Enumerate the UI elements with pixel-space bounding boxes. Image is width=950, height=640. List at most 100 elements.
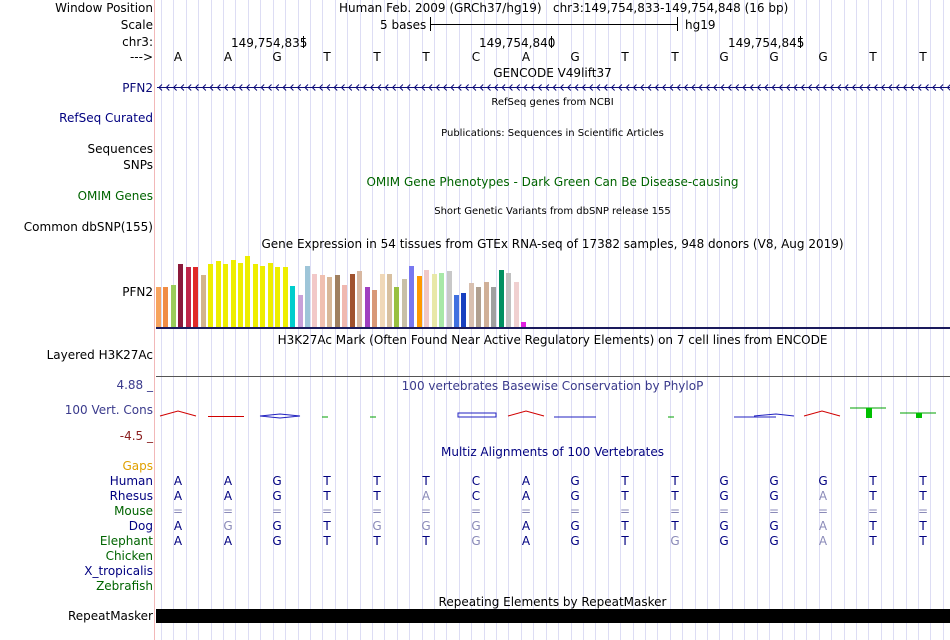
gtex-bar[interactable]: [252, 264, 258, 327]
gtex-bar[interactable]: [290, 286, 296, 327]
gtex-bar[interactable]: [521, 322, 527, 327]
strand-chevron: [859, 84, 864, 91]
strand-chevron: [764, 84, 769, 91]
tick-label: 149,754,845: [728, 36, 805, 50]
gtex-bar[interactable]: [200, 275, 206, 327]
phylop-track-label[interactable]: 100 Vert. Cons: [64, 403, 153, 417]
alignment-base: G: [272, 534, 282, 548]
publications-track-label[interactable]: Sequences: [87, 142, 153, 156]
gtex-bar[interactable]: [506, 273, 512, 327]
base-letter: T: [671, 50, 679, 64]
dbsnp-track-title: Short Genetic Variants from dbSNP releas…: [434, 206, 671, 217]
gtex-bar[interactable]: [513, 282, 519, 327]
gtex-bar[interactable]: [409, 266, 415, 327]
gtex-bar-chart[interactable]: [156, 252, 536, 327]
grid-line: [856, 0, 857, 640]
omim-track-label[interactable]: OMIM Genes: [77, 189, 153, 203]
gtex-bar[interactable]: [237, 263, 243, 327]
gtex-bar[interactable]: [297, 295, 303, 327]
strand-chevron: [296, 84, 302, 91]
snps-track-label[interactable]: SNPs: [123, 158, 153, 172]
multiz-alignment[interactable]: A A G T T T C A G T T G G G T T A A G T T A C A G T T G G A T T = = = = = = = =…: [0, 474, 950, 594]
strand-chevron: [442, 84, 448, 91]
species-label[interactable]: Elephant: [99, 534, 153, 548]
dbsnp-track-label[interactable]: Common dbSNP(155): [23, 220, 153, 234]
grid-line: [831, 0, 832, 640]
gtex-bar[interactable]: [379, 274, 385, 327]
alignment-base: T: [671, 489, 679, 503]
gtex-bar[interactable]: [178, 264, 184, 327]
species-label[interactable]: Human: [109, 474, 153, 488]
gtex-bar[interactable]: [446, 271, 452, 327]
gtex-bar[interactable]: [156, 287, 161, 327]
species-label[interactable]: Chicken: [105, 549, 153, 563]
gencode-gene-line[interactable]: [157, 81, 950, 94]
phylop-track-title: 100 vertebrates Basewise Conservation by…: [401, 379, 704, 393]
gtex-bar[interactable]: [312, 274, 318, 327]
gtex-bar[interactable]: [163, 287, 169, 327]
gtex-bar[interactable]: [282, 267, 288, 327]
gtex-bar[interactable]: [364, 287, 370, 327]
gtex-bar[interactable]: [230, 260, 236, 327]
species-label[interactable]: Dog: [128, 519, 153, 533]
gtex-bar[interactable]: [386, 274, 392, 327]
gtex-bar[interactable]: [319, 275, 325, 327]
h3k27ac-track-label[interactable]: Layered H3K27Ac: [46, 348, 153, 362]
species-label[interactable]: Zebrafish: [96, 579, 153, 593]
gtex-bar[interactable]: [334, 275, 340, 327]
species-label[interactable]: Mouse: [114, 504, 153, 518]
gtex-bar[interactable]: [342, 285, 348, 327]
strand-chevron: [924, 84, 929, 91]
alignment-base: G: [769, 534, 779, 548]
repeatmasker-track-label[interactable]: RepeatMasker: [67, 609, 153, 623]
strand-chevron: [800, 84, 805, 91]
gtex-bar[interactable]: [416, 276, 422, 327]
gtex-bar[interactable]: [424, 270, 430, 327]
strand-chevron: [632, 84, 637, 91]
grid-line: [608, 0, 609, 640]
gtex-bar[interactable]: [327, 277, 333, 327]
grid-line: [769, 0, 770, 640]
alignment-base: =: [669, 504, 681, 518]
gtex-bar[interactable]: [431, 274, 437, 327]
gtex-bar[interactable]: [305, 266, 310, 327]
gencode-track-label[interactable]: PFN2: [122, 81, 153, 95]
strand-chevron: [880, 84, 886, 91]
gtex-bar[interactable]: [461, 293, 467, 327]
phylop-plot[interactable]: [156, 404, 950, 422]
gtex-bar[interactable]: [401, 279, 407, 327]
gtex-bar[interactable]: [357, 271, 363, 327]
strand-chevron: [406, 84, 411, 91]
gtex-bar[interactable]: [372, 290, 378, 327]
gtex-bar[interactable]: [267, 263, 273, 327]
grid-line: [384, 0, 385, 640]
gtex-bar[interactable]: [491, 287, 497, 327]
gtex-bar[interactable]: [215, 261, 221, 327]
gtex-bar[interactable]: [498, 270, 504, 327]
strand-chevron: [691, 84, 696, 91]
gtex-bar[interactable]: [193, 267, 199, 327]
gtex-bar[interactable]: [260, 266, 266, 327]
gtex-bar[interactable]: [185, 267, 191, 327]
strand-chevron: [450, 84, 455, 91]
alignment-base: G: [272, 489, 282, 503]
species-label[interactable]: Rhesus: [109, 489, 153, 503]
gtex-bar[interactable]: [439, 273, 445, 327]
gtex-bar[interactable]: [245, 256, 251, 327]
grid-line: [732, 0, 733, 640]
gtex-bar[interactable]: [275, 267, 281, 327]
gtex-bar[interactable]: [349, 274, 355, 327]
gtex-bar[interactable]: [483, 282, 489, 327]
gtex-bar[interactable]: [394, 287, 400, 327]
species-label[interactable]: X_tropicalis: [84, 564, 153, 578]
gtex-bar[interactable]: [208, 264, 214, 327]
gtex-bar[interactable]: [454, 295, 459, 327]
label-separator: [154, 0, 155, 640]
refseq-track-label[interactable]: RefSeq Curated: [59, 111, 153, 125]
gtex-track-label[interactable]: PFN2: [122, 285, 153, 299]
gtex-bar[interactable]: [468, 283, 474, 327]
repeatmasker-element[interactable]: [156, 609, 950, 623]
gtex-bar[interactable]: [476, 287, 482, 327]
gtex-bar[interactable]: [170, 285, 176, 327]
gtex-bar[interactable]: [223, 264, 229, 327]
